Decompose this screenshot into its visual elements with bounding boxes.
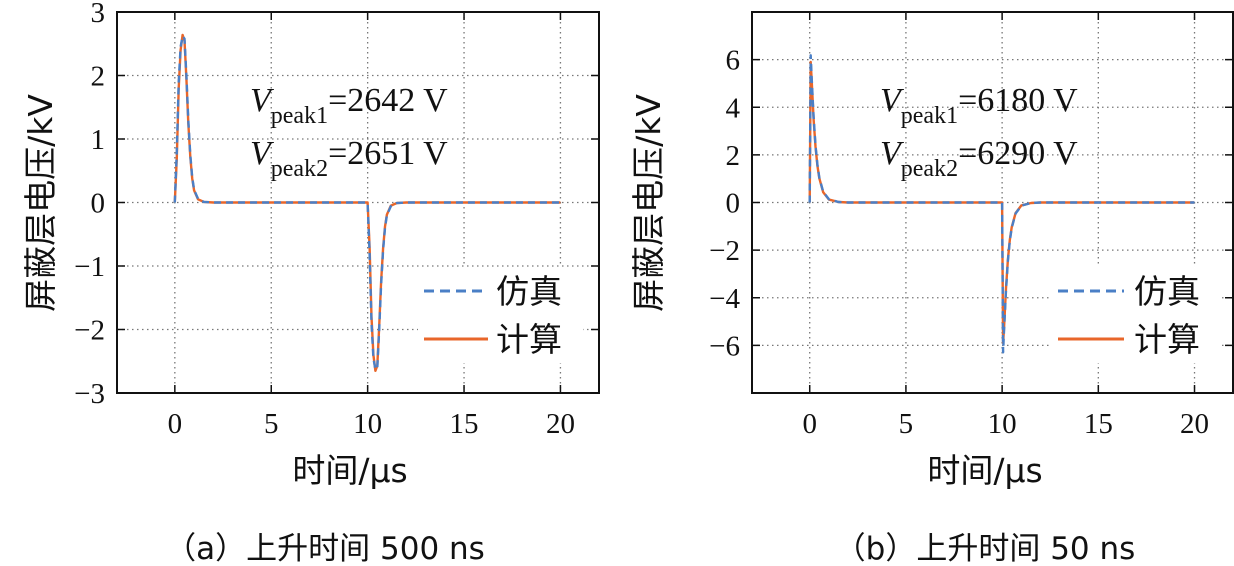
y-axis-label-a: 屏蔽层电压/kV — [21, 94, 60, 312]
legend-bg-a — [418, 267, 583, 363]
series-line-calc — [808, 60, 1195, 345]
peak1-value-b: =6180 V — [958, 82, 1078, 119]
peak1-sub-b: peak1 — [901, 103, 958, 129]
peak1-value-a: =2642 V — [328, 82, 448, 119]
x-tick-label: 20 — [546, 408, 575, 440]
series-a — [173, 33, 561, 372]
x-tick-label: 0 — [802, 408, 817, 440]
peak2-sub-a: peak2 — [271, 156, 328, 182]
x-tick-label: 0 — [168, 408, 183, 440]
peak1-sub-a: peak1 — [271, 103, 328, 129]
y-tick-label: 0 — [726, 188, 741, 220]
x-tick-label: 20 — [1180, 408, 1209, 440]
y-tick-label: 4 — [726, 92, 741, 124]
x-tick-label: 5 — [264, 408, 279, 440]
y-tick-label: −2 — [709, 235, 740, 267]
x-tick-label: 15 — [1084, 408, 1113, 440]
x-axis-label-a: 时间/μs — [292, 451, 407, 490]
peak2-annotation-a: Vpeak2=2651 V — [250, 135, 448, 182]
y-tick-label: 6 — [726, 45, 741, 77]
y-tick-label: 2 — [91, 61, 106, 93]
legend-label-sim-a: 仿真 — [496, 272, 562, 311]
peak2-annotation-b: Vpeak2=6290 V — [880, 135, 1078, 182]
y-tick-label: 0 — [91, 188, 106, 220]
y-tick-label: −3 — [74, 378, 105, 410]
x-tick-label: 5 — [899, 408, 914, 440]
y-tick-label: 1 — [91, 124, 106, 156]
peak2-sub-b: peak2 — [901, 156, 958, 182]
y-tick-label: 3 — [91, 0, 106, 29]
caption-a: （a）上升时间 500 ns — [165, 531, 485, 566]
peak2-value-a: =2651 V — [328, 135, 448, 172]
x-tick-label: 10 — [353, 408, 382, 440]
y-tick-label: −6 — [709, 330, 740, 362]
x-axis-label-b: 时间/μs — [927, 451, 1042, 490]
y-axis-label-b: 屏蔽层电压/kV — [629, 94, 668, 312]
legend-label-calc-a: 计算 — [496, 320, 562, 359]
caption-b: （b）上升时间 50 ns — [835, 531, 1136, 566]
legend-bg-b — [1052, 267, 1222, 363]
peak1-annotation-b: Vpeak1=6180 V — [880, 82, 1078, 129]
x-tick-label: 10 — [988, 408, 1017, 440]
x-tick-label: 15 — [450, 408, 479, 440]
series-line-sim — [173, 34, 561, 371]
peak2-value-b: =6290 V — [958, 135, 1078, 172]
legend-label-sim-b: 仿真 — [1134, 272, 1200, 311]
series-b — [808, 54, 1195, 354]
y-tick-label: −4 — [709, 283, 740, 315]
legend-label-calc-b: 计算 — [1134, 320, 1200, 359]
y-tick-label: 2 — [726, 140, 741, 172]
y-tick-label: −1 — [74, 251, 105, 283]
legend-b: 仿真 计算 — [1052, 267, 1222, 363]
y-tick-label: −2 — [74, 315, 105, 347]
legend-a: 仿真 计算 — [418, 267, 583, 363]
